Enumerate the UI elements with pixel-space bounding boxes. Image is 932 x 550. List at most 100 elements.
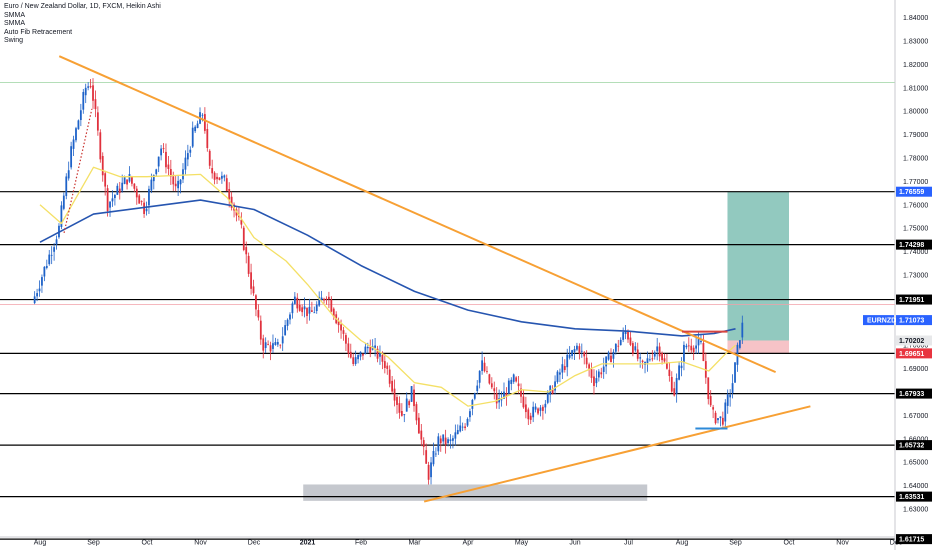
bear-candle[interactable] [140,200,143,206]
level-label-target[interactable]: 1.76559 [896,186,932,197]
bull-candle[interactable] [469,408,471,422]
bear-candle[interactable] [439,435,442,452]
bull-candle[interactable] [430,456,432,485]
bull-candle[interactable] [437,433,440,455]
bull-candle[interactable] [405,392,408,412]
bull-candle[interactable] [286,318,289,331]
bear-candle[interactable] [242,225,245,252]
bull-candle[interactable] [656,337,659,361]
bear-candle[interactable] [661,351,663,365]
bear-candle[interactable] [396,394,398,414]
bull-candle[interactable] [559,368,561,383]
smma-slow-line[interactable] [39,199,736,337]
bull-candle[interactable] [145,201,148,216]
bear-candle[interactable] [162,143,165,154]
bull-candle[interactable] [354,350,357,366]
level-label[interactable]: 1.67933 [896,388,932,399]
bear-candle[interactable] [328,291,330,309]
bear-candle[interactable] [301,304,304,317]
bull-candle[interactable] [191,121,194,149]
bull-candle[interactable] [357,354,359,364]
bull-candle[interactable] [77,119,80,130]
bear-candle[interactable] [610,348,612,363]
bull-candle[interactable] [644,361,646,374]
bear-candle[interactable] [211,159,214,179]
bull-candle[interactable] [313,306,316,314]
bear-candle[interactable] [345,332,347,351]
bull-candle[interactable] [274,337,277,346]
bull-candle[interactable] [116,183,119,196]
bear-candle[interactable] [349,343,352,359]
bull-candle[interactable] [512,373,515,384]
bull-candle[interactable] [580,343,583,358]
bear-candle[interactable] [228,182,231,208]
bull-candle[interactable] [461,422,464,431]
bear-candle[interactable] [520,383,522,404]
bear-candle[interactable] [495,387,498,409]
bull-candle[interactable] [182,163,184,183]
bull-candle[interactable] [624,325,627,340]
bear-candle[interactable] [230,191,233,211]
bear-candle[interactable] [165,143,167,174]
bull-candle[interactable] [741,315,744,344]
bear-candle[interactable] [342,326,345,341]
bear-candle[interactable] [352,353,355,367]
bull-candle[interactable] [539,404,542,417]
bear-candle[interactable] [658,342,661,362]
bull-candle[interactable] [60,201,63,230]
bear-candle[interactable] [262,334,265,359]
bear-candle[interactable] [427,461,430,485]
bull-candle[interactable] [75,126,77,143]
bull-candle[interactable] [561,356,564,380]
bear-candle[interactable] [631,341,634,357]
smma-fast-line[interactable] [39,166,736,407]
bear-candle[interactable] [590,362,593,383]
bear-candle[interactable] [425,443,428,464]
bear-candle[interactable] [490,377,493,390]
bear-candle[interactable] [420,424,423,447]
bull-candle[interactable] [595,370,598,388]
bull-candle[interactable] [619,337,622,346]
bear-candle[interactable] [408,399,411,408]
bear-candle[interactable] [702,333,705,362]
bull-candle[interactable] [459,416,462,433]
bull-candle[interactable] [471,398,474,416]
bull-candle[interactable] [447,437,449,447]
bear-candle[interactable] [332,307,335,320]
bear-candle[interactable] [493,381,496,400]
bear-candle[interactable] [216,173,218,184]
bear-candle[interactable] [617,339,620,352]
bull-candle[interactable] [82,88,85,114]
bull-candle[interactable] [556,370,559,384]
level-label[interactable]: 1.65732 [896,440,932,451]
bear-candle[interactable] [383,353,386,374]
bull-candle[interactable] [639,352,642,368]
bull-candle[interactable] [160,145,163,161]
consolidation-box[interactable] [303,484,648,501]
bull-candle[interactable] [738,340,741,350]
bear-candle[interactable] [96,106,99,136]
bull-candle[interactable] [48,250,51,266]
bull-candle[interactable] [695,337,698,354]
bull-candle[interactable] [33,291,36,305]
bear-candle[interactable] [306,307,308,324]
bear-candle[interactable] [714,410,717,425]
bear-candle[interactable] [267,340,270,346]
bear-candle[interactable] [106,184,109,217]
bear-candle[interactable] [172,171,175,191]
bear-candle[interactable] [245,241,248,264]
bull-candle[interactable] [576,342,578,352]
bull-candle[interactable] [435,447,437,458]
bear-candle[interactable] [690,338,693,354]
bear-candle[interactable] [666,353,668,370]
bull-candle[interactable] [554,375,556,395]
bear-candle[interactable] [707,377,710,405]
bull-candle[interactable] [177,174,180,196]
bull-candle[interactable] [359,351,362,361]
bear-candle[interactable] [673,381,676,397]
bear-candle[interactable] [369,339,372,358]
bull-candle[interactable] [614,343,617,355]
level-label[interactable]: 1.61715 [896,534,932,545]
bull-candle[interactable] [571,349,573,360]
current-price-label[interactable]: 1.71073 [896,315,932,326]
